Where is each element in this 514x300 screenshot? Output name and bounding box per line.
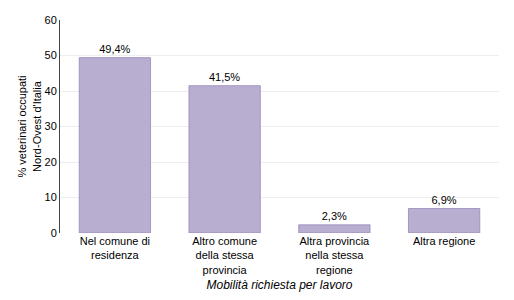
svg-text:30: 30 — [45, 120, 57, 132]
svg-text:Altra provincianella stessareg: Altra provincianella stessaregione — [300, 235, 371, 276]
svg-text:50: 50 — [45, 49, 57, 61]
svg-text:60: 60 — [45, 14, 57, 26]
svg-text:6,9%: 6,9% — [431, 194, 456, 206]
svg-text:41,5%: 41,5% — [209, 71, 240, 83]
svg-text:0: 0 — [51, 227, 57, 239]
svg-text:20: 20 — [45, 156, 57, 168]
svg-text:40: 40 — [45, 85, 57, 97]
svg-text:2,3%: 2,3% — [322, 210, 347, 222]
svg-text:49,4%: 49,4% — [99, 43, 130, 55]
svg-text:Altro comunedella stessaprovin: Altro comunedella stessaprovincia — [192, 235, 257, 276]
svg-text:Nel comune diresidenza: Nel comune diresidenza — [80, 235, 150, 261]
svg-text:10: 10 — [45, 191, 57, 203]
svg-text:Altra regione: Altra regione — [413, 235, 475, 247]
svg-text:% veterinari occupatiNord-Oves: % veterinari occupatiNord-Ovest d'Italia — [16, 75, 42, 177]
svg-text:Mobilità richiesta per lavoro: Mobilità richiesta per lavoro — [206, 278, 352, 292]
